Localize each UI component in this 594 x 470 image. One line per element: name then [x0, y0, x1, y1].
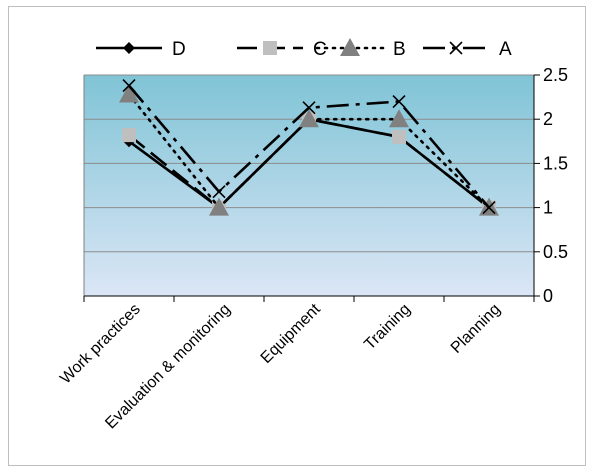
- x-tick-label: Equipment: [258, 300, 325, 367]
- y-tick-label: 2: [543, 109, 553, 129]
- series-layer: [119, 79, 499, 216]
- data-point-b: [209, 197, 229, 216]
- y-tick-label: 1: [543, 198, 553, 218]
- legend-item-d: D: [96, 39, 186, 60]
- data-point-a: [122, 79, 136, 93]
- x-tick-label: Training: [361, 301, 413, 353]
- data-point-c: [392, 129, 406, 144]
- y-tick-label: 2.5: [543, 65, 568, 85]
- x-marker-stroke: [392, 94, 406, 109]
- legend-item-c: C: [237, 39, 327, 60]
- legend-label-d: D: [172, 39, 186, 60]
- series-a: [122, 79, 496, 215]
- data-point-b: [299, 109, 319, 128]
- data-point-a: [392, 94, 406, 109]
- legend-item-a: A: [423, 39, 512, 60]
- data-point-a: [302, 101, 316, 115]
- data-point-b: [119, 84, 139, 103]
- y-tick-label: 0: [543, 286, 553, 306]
- data-point-a: [212, 185, 226, 199]
- legend-label-c: C: [313, 39, 327, 60]
- data-point-a: [482, 201, 496, 215]
- series-a-line: [128, 84, 490, 209]
- data-point-c: [122, 128, 136, 143]
- legend-marker-d: [123, 42, 135, 54]
- gridlines: [83, 74, 534, 296]
- x-marker-stroke: [302, 101, 316, 115]
- y-tick-label: 1.5: [543, 153, 568, 173]
- legend-label-a: A: [499, 39, 512, 60]
- y-tick-label: 0.5: [543, 242, 568, 262]
- legend-item-b: B: [315, 38, 406, 60]
- legend-marker-b: [340, 38, 360, 56]
- x-tick-label: Work practices: [57, 301, 144, 388]
- x-marker-stroke: [449, 41, 463, 55]
- legend-marker-a: [449, 41, 463, 55]
- legend-label-b: B: [393, 39, 406, 60]
- data-point-b: [389, 109, 409, 128]
- x-marker-stroke: [482, 201, 496, 215]
- x-marker-stroke: [212, 185, 226, 199]
- x-tick-label: Planning: [448, 301, 504, 357]
- x-marker-stroke: [122, 79, 136, 93]
- y-axis: 0 0.5 1 1.5 2 2.5: [533, 65, 568, 306]
- legend-marker-c: [263, 41, 277, 55]
